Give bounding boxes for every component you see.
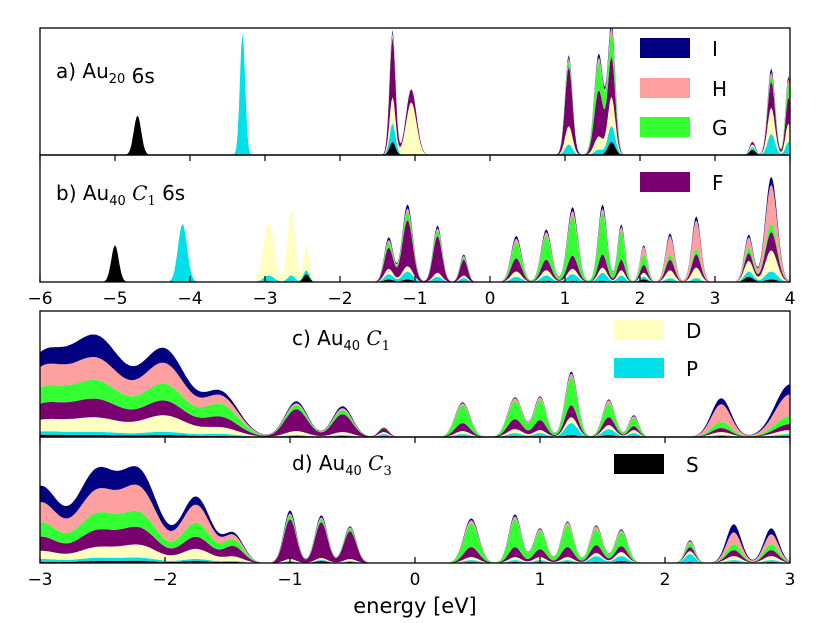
area-G: [40, 209, 790, 282]
legend-top: IHG F: [640, 37, 728, 195]
legend-label-D: D: [686, 319, 701, 343]
x-tick-label: −6: [27, 289, 52, 309]
area-H: [40, 357, 790, 437]
area-D: [40, 33, 790, 155]
x-tick-label: 2: [635, 289, 646, 309]
stack-areas: [40, 334, 790, 437]
stack-areas: [40, 466, 790, 563]
x-tick-label: 2: [660, 570, 671, 590]
legend-label-P: P: [686, 357, 698, 381]
x-tick-label: 0: [410, 570, 421, 590]
x-tick-label: 3: [785, 570, 796, 590]
area-H: [40, 184, 790, 282]
legend-bottom: DP S: [614, 319, 701, 477]
x-tick-label: −5: [102, 289, 127, 309]
area-G: [40, 377, 790, 437]
legend-swatch-P: [614, 358, 664, 378]
legend-swatch-H: [640, 78, 690, 98]
legend-swatch-D: [614, 320, 664, 340]
x-tick-label: −3: [27, 570, 52, 590]
x-tick-label: 4: [785, 289, 796, 309]
stack-areas: [40, 28, 790, 155]
legend-swatch-F: [640, 172, 690, 192]
area-F: [40, 33, 790, 155]
x-tick-label: 1: [560, 289, 571, 309]
area-D: [40, 544, 790, 563]
x-tick-label: 3: [710, 289, 721, 309]
x-tick-label: 1: [535, 570, 546, 590]
x-tick-label: 0: [485, 289, 496, 309]
x-tick-label: −2: [327, 289, 352, 309]
legend-swatch-I: [640, 38, 690, 58]
panel-label: c) Au40 C1: [292, 326, 390, 354]
area-F: [40, 519, 790, 563]
panel-c: c) Au40 C1: [39, 310, 791, 438]
area-D: [40, 415, 790, 437]
stack-areas: [40, 176, 790, 282]
legend-label-H: H: [712, 77, 727, 101]
panel-label: b) Au40 C1 6s: [56, 181, 185, 209]
area-P: [40, 554, 790, 563]
area-I: [40, 466, 790, 563]
area-P: [40, 423, 790, 437]
panel-b: −6 −5 −4 −3 −2 −1 0 1 2 3 4 b) Au40 C1 6s: [27, 154, 796, 309]
legend-label-S: S: [686, 453, 699, 477]
x-tick-label: −1: [277, 570, 302, 590]
area-F: [40, 398, 790, 437]
panel-d: −3 −2 −1 0 1 2 3 energy [eV] d) Au40 C3: [27, 436, 796, 618]
area-H: [40, 484, 790, 563]
area-I: [40, 334, 790, 437]
legend-label-F: F: [712, 171, 724, 195]
area-G: [40, 510, 790, 563]
legend-label-I: I: [712, 37, 718, 61]
legend-label-G: G: [712, 116, 728, 140]
x-tick-label: −1: [402, 289, 427, 309]
panel-label: a) Au20 6s: [56, 59, 155, 88]
area-F: [40, 209, 790, 282]
legend-swatch-S: [614, 454, 664, 474]
x-tick-label: −3: [252, 289, 277, 309]
legend-swatch-G: [640, 117, 690, 137]
x-tick-label: −4: [177, 289, 202, 309]
x-tick-label: −2: [152, 570, 177, 590]
panel-a: a) Au20 6s: [39, 27, 791, 156]
panel-label: d) Au40 C3: [292, 451, 392, 479]
x-axis-label: energy [eV]: [353, 594, 477, 618]
